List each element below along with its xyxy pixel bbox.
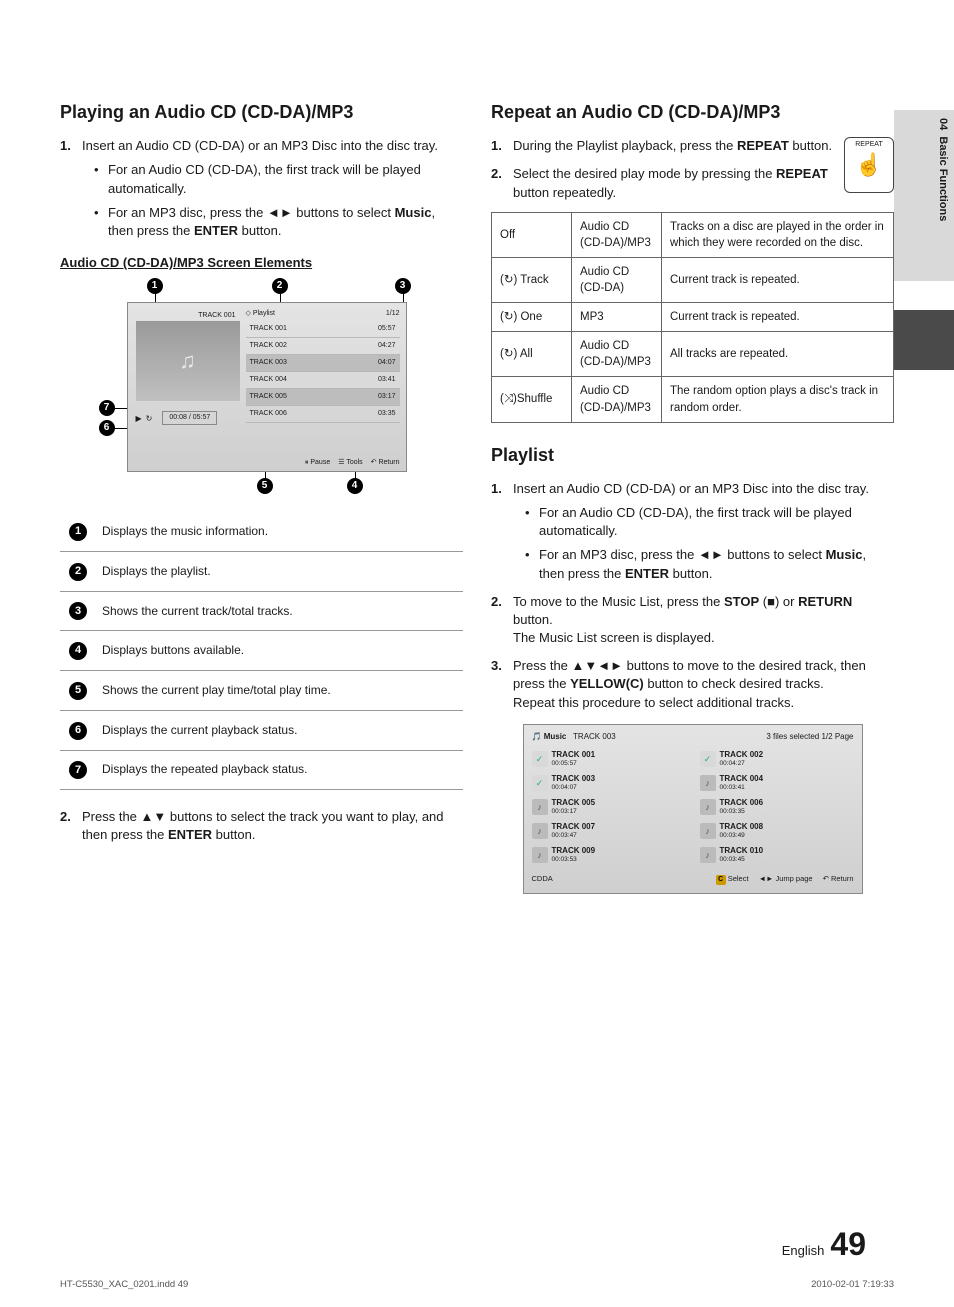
music-list-item: ✓TRACK 00100:05:57 xyxy=(532,748,686,770)
legend-table: 1Displays the music information. 2Displa… xyxy=(60,512,463,790)
music-list-item: ♪TRACK 00600:03:35 xyxy=(700,796,854,818)
music-list-item: ♪TRACK 00400:03:41 xyxy=(700,772,854,794)
step-2: 2. Press the ▲▼ buttons to select the tr… xyxy=(60,808,463,844)
heading-playing-cd: Playing an Audio CD (CD-DA)/MP3 xyxy=(60,100,463,125)
meta-left: HT-C5530_XAC_0201.indd 49 xyxy=(60,1278,188,1291)
section-tab-dark xyxy=(894,310,954,370)
playlist-step-1: 1. Insert an Audio CD (CD-DA) or an MP3 … xyxy=(491,480,894,583)
heading-playlist: Playlist xyxy=(491,443,894,468)
repeat-step-2: 2. Select the desired play mode by press… xyxy=(491,165,834,201)
repeat-mode-table: OffAudio CD (CD-DA)/MP3Tracks on a disc … xyxy=(491,212,894,423)
music-list-item: ✓TRACK 00200:04:27 xyxy=(700,748,854,770)
meta-right: 2010-02-01 7:19:33 xyxy=(811,1278,894,1291)
music-list-screen: 🎵 Music TRACK 003 3 files selected 1/2 P… xyxy=(523,724,863,894)
playlist-step-2: 2. To move to the Music List, press the … xyxy=(491,593,894,648)
screen-1: TRACK 001 ◇ Playlist 1/12 ♫ TRACK 00105:… xyxy=(127,302,407,472)
music-list-item: ♪TRACK 01000:03:45 xyxy=(700,844,854,866)
section-tab: 04 Basic Functions xyxy=(894,110,954,281)
screen-elements-diagram: 1 2 3 7 6 5 4 TRACK 001 ◇ Playlist 1/12 xyxy=(97,282,427,492)
repeat-button-icon: REPEAT ☝ xyxy=(844,137,894,193)
music-list-item: ♪TRACK 00500:03:17 xyxy=(532,796,686,818)
heading-repeat-cd: Repeat an Audio CD (CD-DA)/MP3 xyxy=(491,100,894,125)
bullet: For an Audio CD (CD-DA), the first track… xyxy=(98,161,463,197)
left-column: Playing an Audio CD (CD-DA)/MP3 1. Inser… xyxy=(60,100,463,894)
callout-4: 4 xyxy=(347,478,363,494)
callout-2: 2 xyxy=(272,278,288,294)
subheading-screen-elements: Audio CD (CD-DA)/MP3 Screen Elements xyxy=(60,254,463,272)
status-bar: ▶↻00:08 / 05:57 xyxy=(136,411,218,425)
track-list: TRACK 00105:57 TRACK 00204:27 TRACK 0030… xyxy=(246,321,400,423)
album-art-icon: ♫ xyxy=(136,321,240,401)
repeat-step-1: 1. During the Playlist playback, press t… xyxy=(491,137,834,155)
music-list-item: ♪TRACK 00700:03:47 xyxy=(532,820,686,842)
bullet: For an MP3 disc, press the ◄► buttons to… xyxy=(98,204,463,240)
bottom-buttons: ⏸ Pause ☰ Tools ↶ Return xyxy=(305,458,400,468)
page-footer: English49 xyxy=(782,1222,866,1267)
right-column: Repeat an Audio CD (CD-DA)/MP3 REPEAT ☝ … xyxy=(491,100,894,894)
callout-7: 7 xyxy=(99,400,115,416)
music-list-item: ✓TRACK 00300:04:07 xyxy=(532,772,686,794)
callout-1: 1 xyxy=(147,278,163,294)
playlist-step-3: 3. Press the ▲▼◄► buttons to move to the… xyxy=(491,657,894,712)
music-list-item: ♪TRACK 00900:03:53 xyxy=(532,844,686,866)
music-list-item: ♪TRACK 00800:03:49 xyxy=(700,820,854,842)
step-1: 1. Insert an Audio CD (CD-DA) or an MP3 … xyxy=(60,137,463,240)
callout-6: 6 xyxy=(99,420,115,436)
callout-5: 5 xyxy=(257,478,273,494)
callout-3: 3 xyxy=(395,278,411,294)
